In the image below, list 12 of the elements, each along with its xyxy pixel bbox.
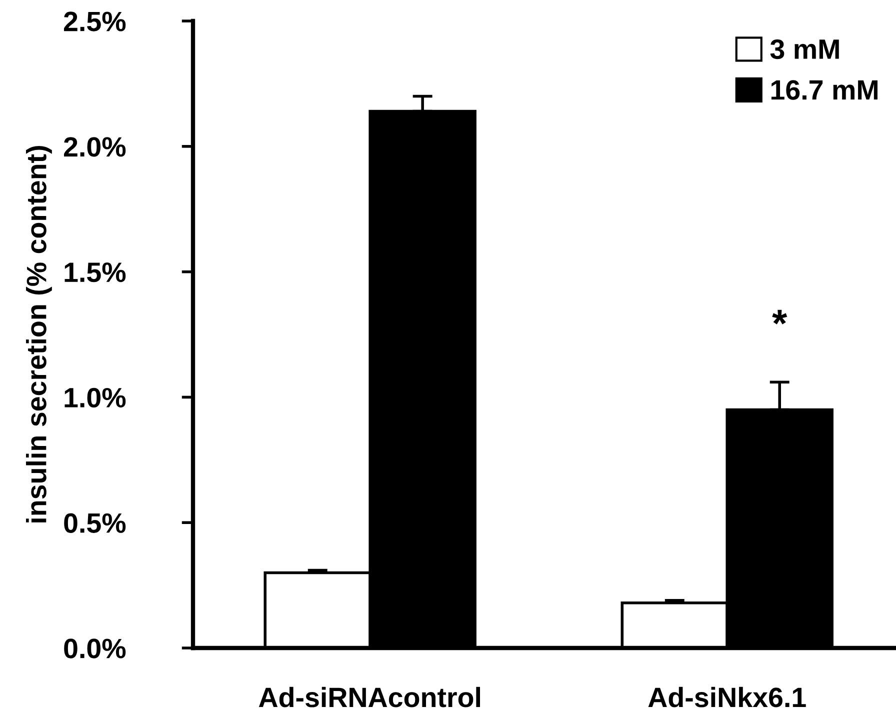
y-tick-label: 1.5%	[64, 262, 126, 282]
y-tick-label: 2.0%	[64, 137, 126, 157]
y-tick-label: 1.0%	[64, 388, 126, 408]
y-tick-label: 2.5%	[64, 12, 126, 32]
annotation: *	[772, 310, 788, 324]
y-tick-label: 0.5%	[64, 513, 126, 533]
y-axis-title: insulin secretion (% content)	[26, 146, 52, 522]
x-tick-label: Ad-siRNAcontrol	[258, 686, 480, 708]
legend-label: 3 mM	[770, 39, 839, 60]
x-tick-label: Ad-siNkx6.1	[648, 686, 806, 708]
y-tick-label: 0.0%	[64, 638, 126, 658]
legend-label: 16.7 mM	[771, 80, 878, 100]
